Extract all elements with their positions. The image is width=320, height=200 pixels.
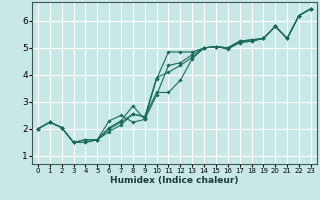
X-axis label: Humidex (Indice chaleur): Humidex (Indice chaleur) bbox=[110, 176, 239, 185]
